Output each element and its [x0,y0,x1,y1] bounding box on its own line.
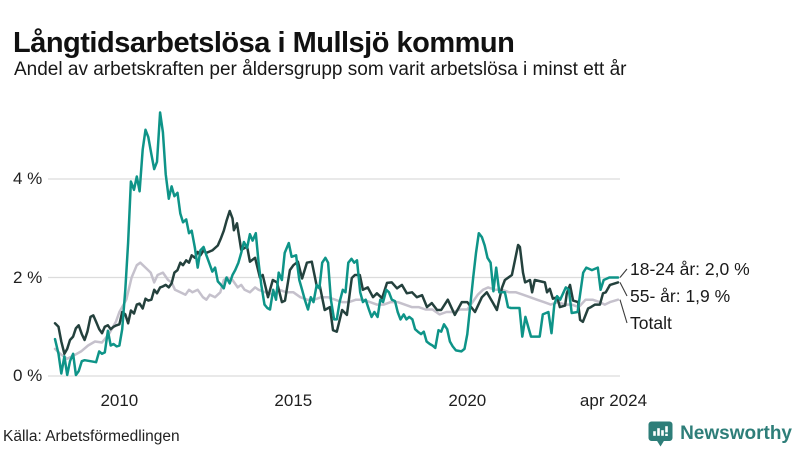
y-axis-tick: 4 % [13,169,43,188]
x-axis-tick: apr 2024 [579,391,648,410]
y-axis-tick: 2 % [13,267,43,287]
source-attribution: Källa: Arbetsförmedlingen [3,428,180,445]
y-axis-tick: 0 % [13,366,43,385]
page-title: Långtidsarbetslösa i Mullsjö kommun [13,27,515,60]
series-end-label-55plus: 55- år: 1,9 % [630,286,731,306]
x-axis-tick: 2015 [274,391,313,410]
series-end-label-18-24: 18-24 år: 2,0 % [630,259,750,279]
series-end-label-totalt: Totalt [630,313,672,333]
newsworthy-logo-link[interactable]: Newsworthy [648,420,792,448]
x-axis-tick: 2010 [100,391,139,410]
x-axis-tick: 2020 [448,391,487,410]
newsworthy-wordmark: Newsworthy [680,423,792,444]
chart-subtitle: Andel av arbetskraften per åldersgrupp s… [14,59,627,80]
newsworthy-speech-bubble-chart-icon [648,421,673,446]
